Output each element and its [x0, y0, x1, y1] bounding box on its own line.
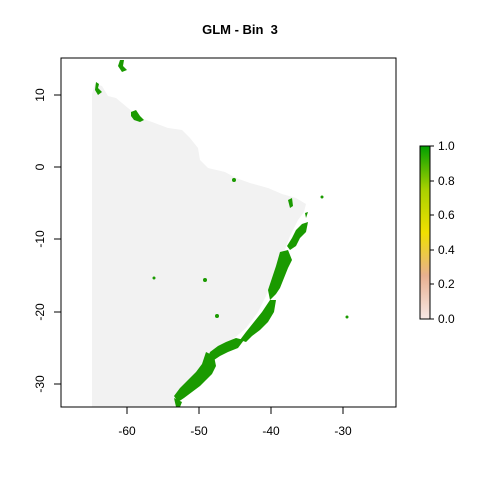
legend-label: 0.2 — [438, 277, 455, 291]
x-tick-label: -30 — [334, 424, 352, 438]
plot-frame — [60, 57, 397, 408]
x-tick-label: -40 — [262, 424, 280, 438]
x-tick-label: -50 — [190, 424, 208, 438]
legend-colorbar — [419, 145, 431, 320]
y-tick-label: 10 — [33, 88, 47, 102]
legend-ticks — [430, 145, 434, 320]
land-mass — [92, 84, 306, 407]
y-tick-label: -30 — [33, 375, 47, 393]
plot-title: GLM - Bin 3 — [202, 22, 278, 37]
y-tick-label: 0 — [33, 163, 47, 170]
y-tick-label: -20 — [33, 303, 47, 321]
legend-label: 0.4 — [438, 243, 455, 257]
presence-regions — [95, 60, 349, 407]
legend-label: 1.0 — [438, 139, 455, 153]
x-axis — [126, 407, 344, 414]
legend-label: 0.0 — [438, 312, 455, 326]
y-tick-label: -10 — [33, 230, 47, 248]
y-axis — [54, 94, 61, 385]
legend-label: 0.6 — [438, 208, 455, 222]
x-tick-label: -60 — [118, 424, 136, 438]
legend-label: 0.8 — [438, 174, 455, 188]
